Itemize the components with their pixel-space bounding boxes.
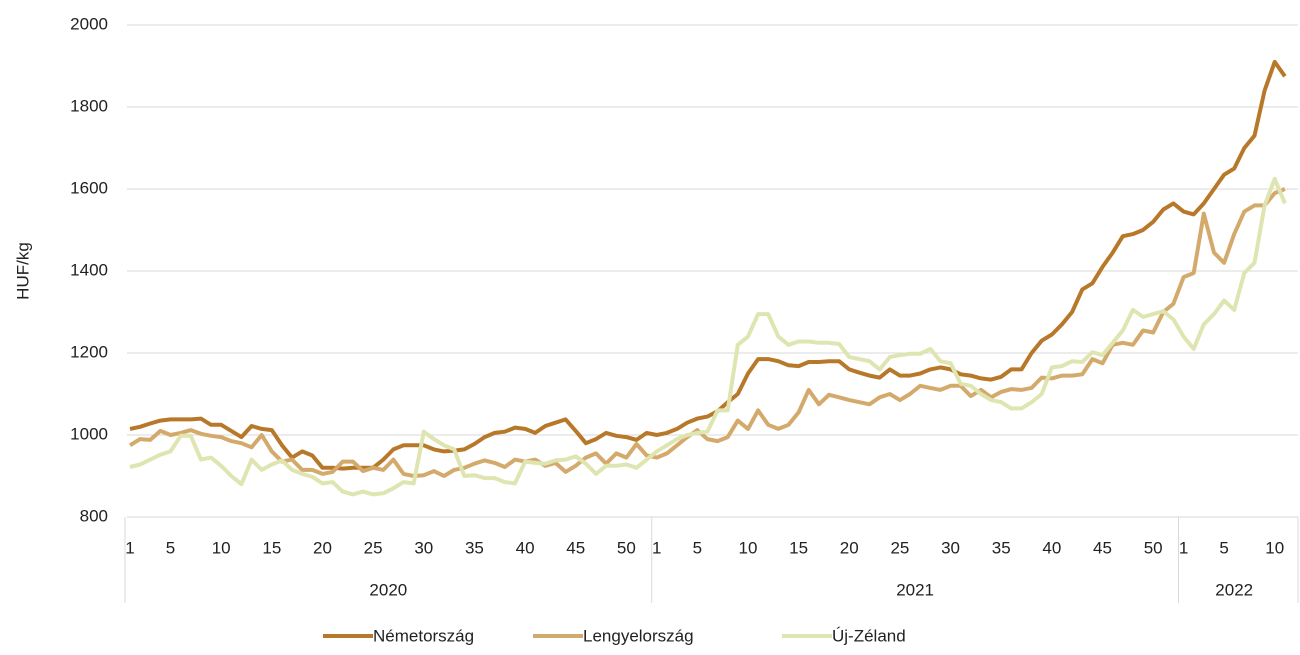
x-tick-label: 50 — [617, 538, 636, 557]
legend-label: Lengyelország — [583, 626, 694, 645]
x-tick-label: 50 — [1144, 538, 1163, 557]
x-tick-label: 30 — [941, 538, 960, 557]
x-tick-label: 5 — [693, 538, 702, 557]
x-tick-label: 40 — [1042, 538, 1061, 557]
x-tick-label: 25 — [364, 538, 383, 557]
series-line — [129, 59, 1287, 471]
group-label: 2021 — [896, 580, 934, 599]
x-tick-label: 25 — [890, 538, 909, 557]
y-axis-title: HUF/kg — [13, 242, 32, 300]
x-tick-label: 45 — [1093, 538, 1112, 557]
x-tick-label: 20 — [313, 538, 332, 557]
y-tick-label: 1400 — [70, 260, 108, 279]
series-line — [128, 187, 1286, 478]
y-tick-label: 1600 — [70, 178, 108, 197]
x-tick-label: 30 — [414, 538, 433, 557]
x-tick-label: 45 — [566, 538, 585, 557]
y-tick-label: 1200 — [70, 342, 108, 361]
x-tick-label: 1 — [652, 538, 661, 557]
x-tick-label: 1 — [1179, 538, 1188, 557]
y-tick-label: 800 — [80, 506, 108, 525]
legend-label: Új-Zéland — [832, 626, 906, 645]
x-tick-label: 15 — [262, 538, 281, 557]
x-tick-label: 20 — [840, 538, 859, 557]
x-tick-label: 10 — [1265, 538, 1284, 557]
x-tick-label: 1 — [125, 538, 134, 557]
group-label: 2020 — [369, 580, 407, 599]
x-tick-label: 15 — [789, 538, 808, 557]
y-tick-label: 1800 — [70, 96, 108, 115]
series-line — [129, 176, 1287, 497]
group-label: 2022 — [1215, 580, 1253, 599]
x-tick-label: 10 — [738, 538, 757, 557]
x-tick-label: 10 — [212, 538, 231, 557]
x-tick-label: 35 — [992, 538, 1011, 557]
x-tick-label: 5 — [1219, 538, 1228, 557]
y-tick-label: 2000 — [70, 14, 108, 33]
y-tick-label: 1000 — [70, 424, 108, 443]
x-tick-label: 5 — [166, 538, 175, 557]
legend-label: Németország — [373, 626, 474, 645]
x-tick-label: 35 — [465, 538, 484, 557]
x-tick-label: 40 — [516, 538, 535, 557]
